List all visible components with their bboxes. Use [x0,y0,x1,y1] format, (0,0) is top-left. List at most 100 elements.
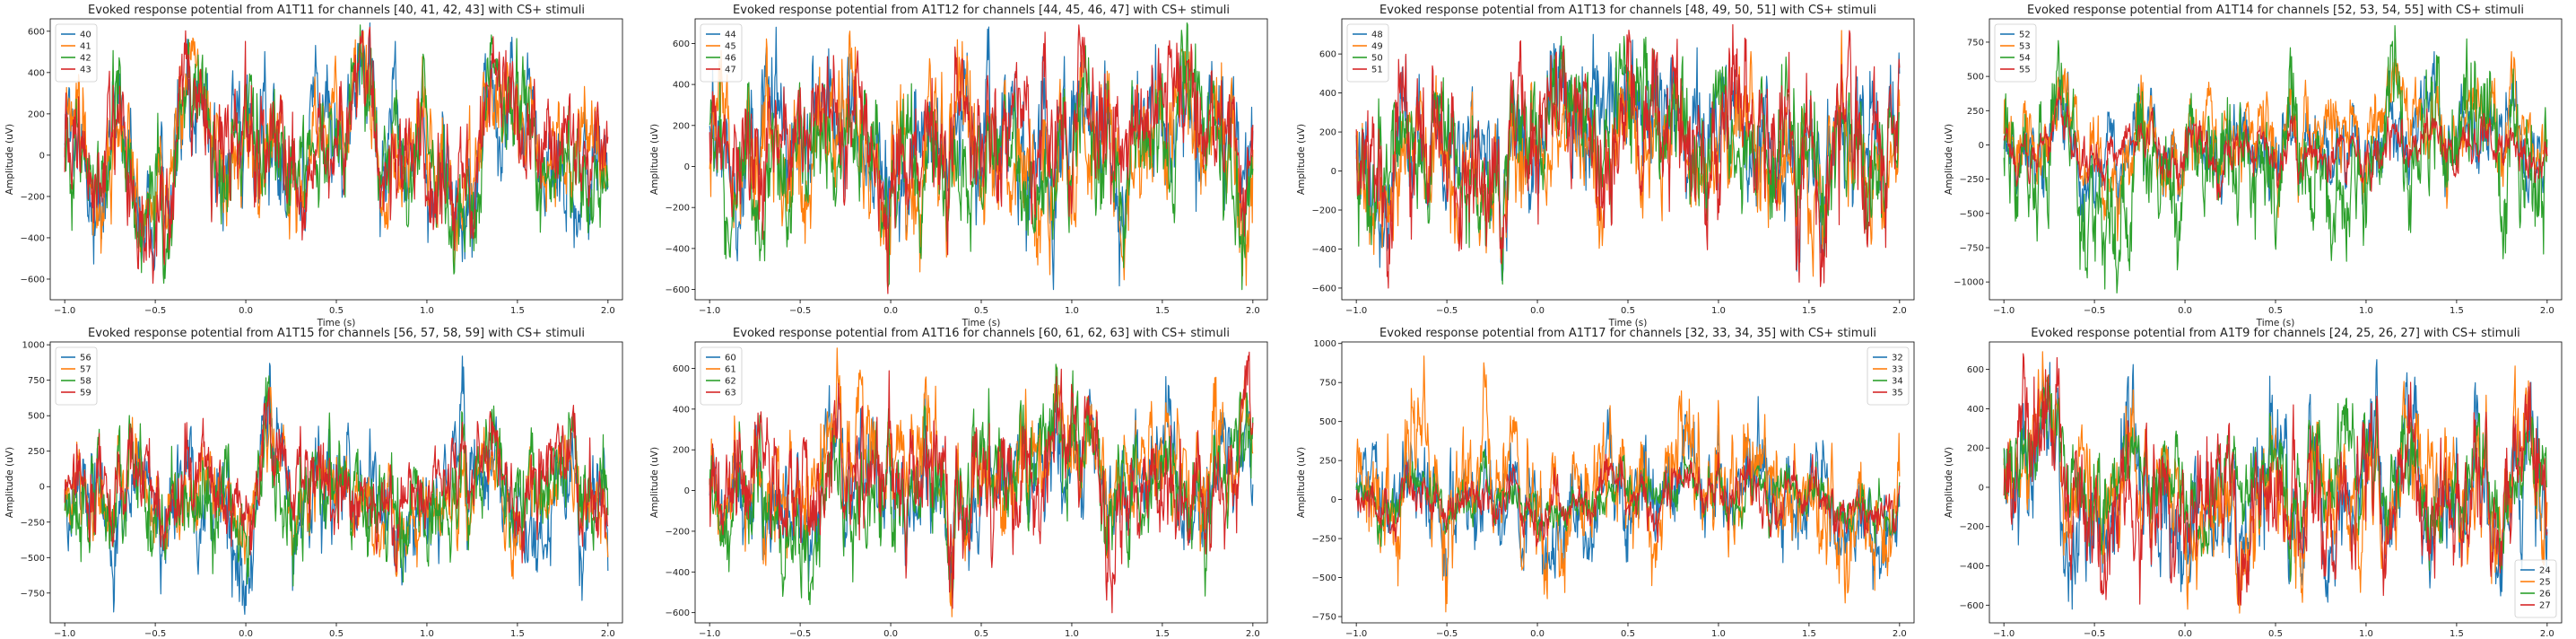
trace-group [2003,25,2548,293]
x-tick-label: 0.0 [883,629,898,639]
y-tick-label: 200 [28,109,45,119]
series-line-27 [2003,353,2548,606]
y-tick-label: −250 [1312,535,1336,545]
y-tick-label: −600 [1960,601,1984,611]
x-tick-label: 1.0 [1065,629,1079,639]
x-tick-label: 0.5 [1621,629,1635,639]
y-tick-label: 0 [1979,141,1984,151]
y-tick-label: 250 [28,447,45,457]
x-tick-label: −1.0 [1993,629,2015,639]
x-tick-label: 2.0 [1246,306,1260,316]
x-tick-label: 2.0 [2540,306,2554,316]
trace-group [709,347,1254,617]
y-tick-label: 600 [1967,365,1984,375]
y-tick-label: 250 [1319,457,1336,467]
y-axis-label: Amplitude (uV) [1296,124,1307,195]
y-tick-label: 0 [684,486,690,496]
legend-label-42: 42 [80,54,91,64]
legend: 48 49 50 51 [1346,23,1389,83]
y-tick-label: 400 [673,405,690,415]
y-tick-label: −500 [1312,573,1336,583]
legend-box [1346,23,1389,83]
trace-group [64,355,609,616]
y-tick-label: 600 [28,27,45,37]
legend-box [700,346,743,406]
y-tick-label: 600 [673,364,690,374]
legend-label-33: 33 [1892,365,1903,375]
y-tick-label: 1000 [22,341,45,351]
y-tick-label: 750 [28,376,45,386]
legend-label-53: 53 [2019,42,2031,52]
x-tick-label: 1.5 [2450,306,2464,316]
x-tick-label: 0.5 [329,629,344,639]
y-axis-label: Amplitude (uV) [4,447,15,518]
chart-title: Evoked response potential from A1T9 for … [2031,327,2520,340]
legend-label-63: 63 [725,389,736,398]
x-tick-label: −0.5 [2084,629,2105,639]
x-tick-label: 1.5 [1155,629,1170,639]
legend-label-25: 25 [2539,578,2551,588]
y-tick-label: −600 [666,285,690,295]
series-line-35 [1355,451,1901,547]
y-tick-label: 200 [673,121,690,131]
legend-label-60: 60 [725,354,736,363]
x-axis-label: Time (s) [962,318,1001,328]
y-tick-label: 500 [1319,417,1336,427]
y-tick-label: 400 [1967,405,1984,415]
legend-label-59: 59 [80,389,91,398]
y-tick-label: 600 [1319,50,1336,60]
x-tick-label: −0.5 [1436,629,1458,639]
x-tick-label: −0.5 [789,629,811,639]
x-tick-label: 0.0 [2178,306,2192,316]
x-tick-label: 1.5 [1802,306,1816,316]
series-line-43 [64,26,609,284]
x-tick-label: 0.5 [2268,306,2283,316]
y-tick-label: −750 [1312,613,1336,623]
chart-panel: −1.0 −0.5 0.0 0.5 1.0 1.5 2.0 −750 −500 −250 0 250 5… [1296,327,1915,639]
legend-label-32: 32 [1892,354,1903,363]
legend-label-55: 55 [2019,66,2031,75]
x-tick-label: 1.5 [510,629,525,639]
y-tick-label: 1000 [1314,339,1336,349]
y-tick-label: 0 [1979,483,1984,493]
x-tick-label: 2.0 [601,629,615,639]
x-tick-label: 2.0 [1893,629,1907,639]
chart-title: Evoked response potential from A1T12 for… [733,4,1230,17]
trace-group [709,22,1254,294]
x-tick-label: 0.5 [2268,629,2283,639]
y-axis-label: Amplitude (uV) [1296,447,1307,518]
chart-title: Evoked response potential from A1T15 for… [88,327,585,340]
x-tick-label: −1.0 [1345,629,1367,639]
legend-label-34: 34 [1892,377,1903,387]
series-line-63 [709,351,1254,614]
y-tick-label: −500 [21,554,45,564]
x-axis-label: Time (s) [2256,318,2295,328]
y-tick-label: −1000 [1954,278,1984,288]
legend-label-44: 44 [725,31,736,40]
legend-label-35: 35 [1892,389,1903,398]
legend-label-51: 51 [1371,66,1383,75]
x-tick-label: 1.5 [1802,629,1816,639]
x-tick-label: −0.5 [1436,306,1458,316]
x-tick-label: 1.0 [1711,629,1726,639]
y-tick-label: −500 [1960,209,1984,219]
legend: 52 53 54 55 [1994,23,2037,83]
x-tick-label: 0.5 [974,629,988,639]
x-tick-label: 1.5 [2450,629,2464,639]
x-tick-label: 0.5 [1621,306,1635,316]
x-tick-label: 2.0 [2540,629,2554,639]
legend-label-54: 54 [2019,54,2031,64]
legend-label-62: 62 [725,377,736,387]
y-tick-label: 750 [1319,379,1336,389]
legend: 60 61 62 63 [700,346,743,406]
series-line-55 [2003,86,2548,201]
x-tick-label: 0.5 [329,306,344,316]
legend-label-43: 43 [80,66,91,75]
y-tick-label: 200 [1967,444,1984,454]
x-tick-label: 1.5 [1155,306,1170,316]
x-tick-label: 2.0 [1893,306,1907,316]
chart-panel: −1.0 −0.5 0.0 0.5 1.0 1.5 2.0 −600 −400 −200 0 200 4… [649,4,1268,328]
legend-label-58: 58 [80,377,91,387]
